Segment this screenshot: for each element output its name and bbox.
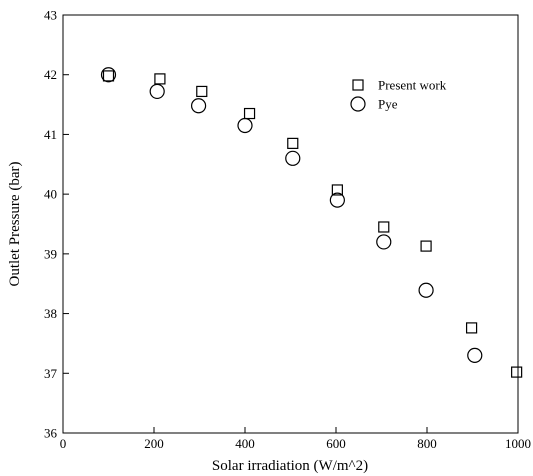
- circle-point: [190, 98, 207, 114]
- square-point: [511, 366, 523, 378]
- square-point: [196, 85, 208, 98]
- y-axis: 36 37 38 39 40 41 42 43: [44, 8, 69, 441]
- series-square: [102, 70, 523, 378]
- square-point: [378, 221, 390, 233]
- square-point: [420, 240, 432, 252]
- circle-point: [376, 234, 392, 250]
- circle-point: [237, 117, 253, 134]
- circle-point: [467, 347, 483, 363]
- y-tick-label: 43: [44, 8, 57, 23]
- circle-point: [285, 150, 301, 166]
- y-tick-label: 37: [44, 366, 58, 381]
- legend-marker-circle: [350, 96, 366, 112]
- circle-point: [418, 282, 434, 298]
- circle-point: [149, 83, 165, 100]
- x-tick-label: 800: [417, 436, 437, 451]
- y-tick-label: 39: [44, 246, 57, 261]
- square-point: [287, 137, 299, 149]
- x-axis: 0 200 400 600 800 1000: [60, 427, 531, 451]
- legend-marker-square: [352, 79, 364, 91]
- square-point: [331, 184, 343, 196]
- legend-label: Pye: [378, 97, 398, 112]
- square-point: [243, 107, 256, 120]
- series-circle: [100, 67, 483, 363]
- y-tick-label: 40: [44, 187, 57, 202]
- data-marks: [100, 67, 523, 378]
- square-point: [102, 70, 115, 82]
- square-point: [465, 322, 478, 334]
- y-tick-label: 41: [44, 127, 57, 142]
- x-tick-label: 1000: [505, 436, 531, 451]
- y-tick-label: 38: [44, 306, 57, 321]
- x-tick-label: 200: [144, 436, 164, 451]
- x-axis-label: Solar irradiation (W/m^2): [212, 458, 368, 474]
- x-tick-label: 600: [326, 436, 346, 451]
- y-tick-label: 42: [44, 67, 57, 82]
- y-tick-label: 36: [44, 426, 58, 441]
- plot-frame: [62, 14, 519, 434]
- circle-point: [100, 67, 117, 83]
- legend-label: Present work: [378, 78, 447, 93]
- legend: Present work Pye: [350, 78, 447, 112]
- x-tick-label: 0: [60, 436, 67, 451]
- x-tick-label: 400: [235, 436, 255, 451]
- circle-point: [329, 192, 345, 208]
- square-point: [154, 73, 166, 85]
- y-axis-label: Outlet Pressure (bar): [7, 162, 23, 287]
